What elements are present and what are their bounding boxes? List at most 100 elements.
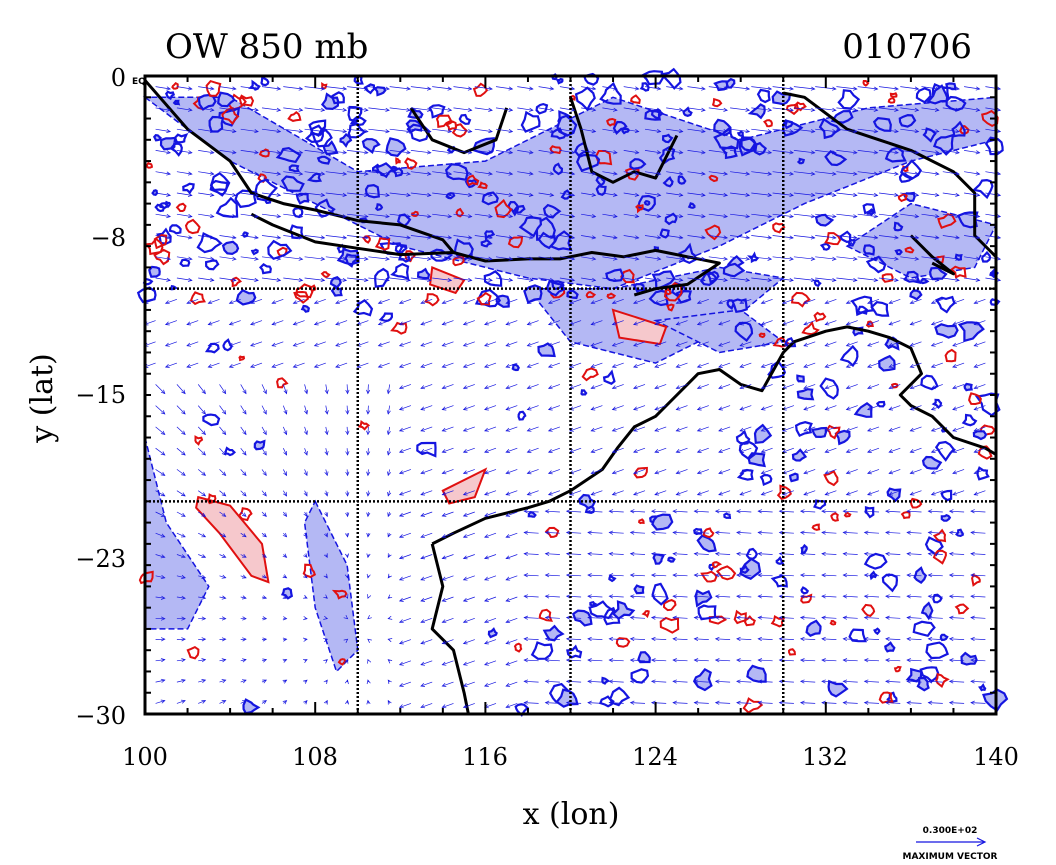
wind-vector-head — [590, 449, 596, 453]
wind-vector — [633, 384, 646, 389]
wind-vector — [219, 700, 226, 704]
positive-contour — [708, 174, 719, 183]
wind-vector-head — [231, 150, 237, 155]
wind-vector — [949, 595, 965, 598]
wind-vector — [283, 171, 303, 175]
negative-contour — [894, 248, 903, 256]
wind-vector — [758, 702, 773, 704]
wind-vector-head — [767, 150, 773, 155]
wind-vector — [730, 86, 750, 90]
wind-vector-head — [952, 385, 957, 390]
wind-vector — [591, 469, 603, 474]
wind-vector-head — [222, 389, 227, 395]
wind-vector — [843, 638, 858, 640]
wind-vector — [609, 510, 624, 513]
wind-vector-head — [303, 430, 308, 436]
wind-vector — [442, 532, 454, 538]
wind-vector — [282, 405, 287, 415]
wind-vector-head — [587, 509, 592, 514]
wind-vector — [708, 86, 728, 90]
wind-vector-head — [570, 256, 576, 261]
negative-contour — [865, 255, 887, 274]
wind-vector — [420, 341, 433, 347]
wind-vector-head — [611, 300, 617, 305]
wind-vector — [751, 128, 772, 132]
wind-vector-head — [975, 256, 981, 261]
wind-vector-head — [544, 551, 550, 556]
wind-vector — [609, 702, 624, 704]
wind-vector — [442, 447, 454, 453]
wind-vector — [250, 362, 263, 368]
wind-vector-head — [250, 321, 255, 326]
wind-vector-head — [739, 321, 745, 326]
wind-vector — [623, 86, 639, 90]
wind-vector-head — [970, 573, 975, 578]
wind-vector — [803, 469, 816, 474]
wind-vector — [730, 277, 750, 281]
wind-vector — [538, 128, 554, 132]
wind-vector-head — [447, 129, 453, 134]
wind-vector — [815, 235, 836, 239]
wind-vector-head — [201, 389, 206, 395]
negative-contour — [208, 115, 225, 133]
wind-vector — [985, 277, 1001, 281]
wind-vector — [666, 192, 683, 196]
wind-vector — [587, 532, 603, 534]
wind-vector — [907, 574, 922, 577]
wind-vector-head — [888, 385, 894, 390]
negative-contour — [242, 231, 249, 238]
wind-vector-head — [242, 512, 247, 517]
wind-vector-head — [377, 342, 383, 347]
wind-vector — [730, 192, 750, 196]
wind-vector-head — [323, 573, 328, 579]
wind-vector-head — [955, 256, 960, 261]
wind-vector-head — [739, 364, 745, 368]
wind-vector-head — [484, 534, 489, 539]
wind-vector — [676, 320, 688, 325]
negative-contour — [611, 600, 636, 621]
wind-vector — [782, 341, 795, 347]
wind-vector-head — [778, 658, 784, 663]
wind-vector — [666, 86, 683, 90]
wind-vector-head — [488, 129, 493, 134]
wind-vector — [517, 213, 533, 217]
wind-vector-head — [927, 594, 933, 599]
negative-contour — [364, 183, 380, 199]
wind-vector-head — [303, 699, 308, 705]
wind-vector-head — [526, 470, 532, 475]
positive-contour — [829, 619, 837, 626]
wind-vector — [474, 235, 493, 239]
wind-vector-head — [406, 150, 411, 155]
negative-contour — [753, 423, 773, 445]
wind-vector-head — [488, 107, 493, 112]
wind-vector-head — [970, 530, 975, 535]
negative-contour — [682, 106, 693, 117]
wind-vector — [910, 447, 922, 453]
wind-vector — [942, 171, 960, 175]
wind-vector-head — [975, 192, 981, 197]
negative-contour — [260, 75, 270, 87]
wind-vector — [949, 532, 965, 534]
wind-vector-head — [363, 107, 369, 112]
wind-vector-head — [934, 150, 940, 155]
wind-vector-head — [629, 530, 635, 535]
wind-vector — [900, 128, 919, 132]
wind-vector — [165, 362, 178, 368]
wind-vector-head — [160, 637, 166, 642]
wind-vector — [559, 171, 575, 175]
wind-vector — [633, 341, 646, 347]
wind-vector-head — [320, 150, 326, 155]
wind-vector — [548, 320, 561, 325]
wind-vector — [463, 405, 475, 410]
wind-vector-head — [927, 636, 933, 642]
wind-vector — [985, 256, 1001, 260]
wind-vector — [176, 150, 192, 154]
wind-vector — [718, 384, 731, 389]
wind-vector-head — [723, 86, 728, 91]
wind-vector — [931, 320, 943, 325]
wind-vector-head — [201, 492, 207, 497]
wind-vector — [952, 362, 965, 368]
positive-contour — [887, 96, 896, 104]
wind-vector-head — [975, 86, 981, 91]
wind-vector — [673, 638, 688, 640]
